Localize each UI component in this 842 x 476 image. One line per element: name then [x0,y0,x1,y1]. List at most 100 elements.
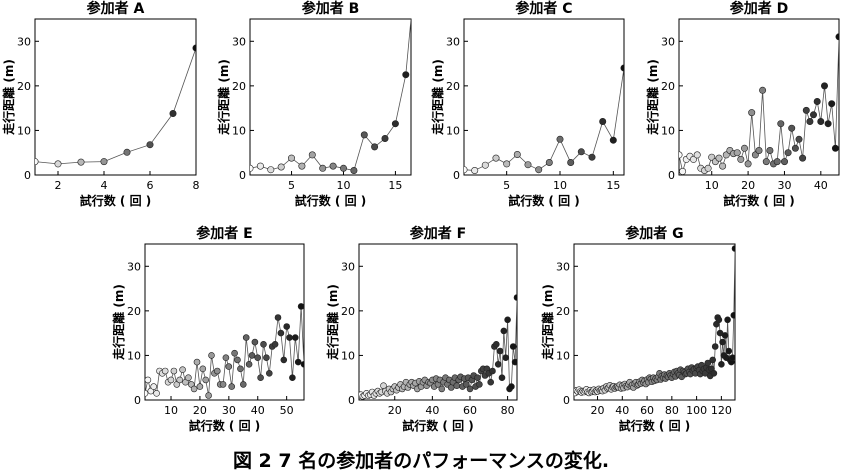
data-point [283,323,291,330]
x-axis-label: 試行数 ( 回 ) [619,418,691,433]
data-point [319,164,327,172]
data-point [77,158,85,166]
data-point [509,343,517,350]
data-point [145,390,149,397]
data-point [231,349,238,357]
plot-area [250,19,411,175]
data-point [146,141,154,149]
data-point [153,389,160,397]
data-point [192,44,196,52]
chart-title: 参加者 D [730,0,789,17]
data-point [380,382,387,390]
data-point [567,159,575,167]
y-tick-label: 10 [446,124,460,137]
data-point [476,381,483,388]
x-axis-label: 試行数 ( 回 ) [723,193,795,208]
data-point [199,365,207,373]
data-point [719,338,726,346]
plot-frame [463,18,625,176]
data-point [795,135,803,143]
chart-title: 参加者 G [625,225,683,242]
data-point [145,376,152,384]
data-point [237,365,244,373]
x-tick-label: 40 [814,179,828,192]
data-point [466,385,474,393]
data-point [176,376,183,384]
data-point [513,151,521,159]
data-point [711,343,719,350]
data-point [492,340,500,348]
data-point [762,158,770,166]
data-point [704,359,712,367]
data-point [170,367,178,375]
data-point [35,158,39,166]
data-point [329,162,337,170]
data-point [287,154,295,162]
y-tick-label: 20 [17,80,31,93]
data-point [494,360,502,368]
y-tick-label: 10 [341,349,355,362]
y-tick-label: 20 [556,305,570,318]
data-point [391,120,399,128]
x-tick-label: 30 [777,179,791,192]
y-axis-label: 走行距離 (m) [111,284,126,360]
data-point [759,86,767,94]
data-point [250,164,254,172]
plot-frame [144,243,305,401]
data-point [185,374,192,382]
data-point [123,148,131,156]
x-tick-label: 60 [463,404,477,417]
y-axis-label: 走行距離 (m) [645,59,660,135]
data-point [260,340,267,348]
data-point [502,354,510,362]
data-point [535,166,543,174]
plot-area [145,303,304,399]
x-tick-label: 2 [55,179,62,192]
y-axis-label: 走行距離 (m) [1,59,16,135]
data-point [167,376,175,384]
data-point [271,340,279,348]
data-point [214,367,221,375]
y-tick-label: 10 [127,349,141,362]
y-tick-label: 10 [661,124,675,137]
data-point [248,352,256,359]
data-point [500,327,508,335]
y-tick-label: 30 [556,260,570,273]
data-point [511,358,517,366]
x-axis-label: 試行数 ( 回 ) [189,418,261,433]
data-point [724,316,731,324]
data-point [725,347,733,355]
x-tick-label: 50 [280,404,294,417]
y-tick-label: 0 [134,394,141,407]
chart-panel-7: 参加者 G 0 10 20 30 20 40 60 80 100 120 試行数 ( 回 ) 走行距離 … [540,225,736,433]
data-point [274,314,282,321]
data-point [193,358,201,366]
y-tick-label: 10 [17,124,31,137]
data-point [202,376,209,384]
data-point [813,98,821,106]
data-point [286,334,293,341]
data-point [265,369,273,377]
plot-area [574,245,735,397]
data-point [773,158,781,166]
x-tick-label: 30 [222,404,236,417]
data-point [679,167,687,175]
data-point [150,383,157,390]
chart-panel-4: 参加者 D 0 10 20 30 10 20 30 40 試行数 ( 回 ) 走行距離 (m) [645,0,840,208]
data-point [809,111,817,119]
x-tick-label: 10 [336,179,350,192]
data-point [481,161,489,169]
x-tick-label: 60 [640,404,654,417]
data-point [263,354,270,362]
data-point [496,347,504,355]
data-point [824,120,832,128]
chart-panel-1: 参加者 A 0 10 20 30 2 4 6 8 試行数 ( 回 ) 走行距離 (m) [1,0,200,208]
x-tick-label: 40 [251,404,265,417]
data-point [297,303,304,310]
data-point [799,154,807,162]
data-point [780,158,788,166]
data-point [704,164,712,172]
x-tick-label: 15 [388,179,402,192]
data-point [498,374,506,382]
